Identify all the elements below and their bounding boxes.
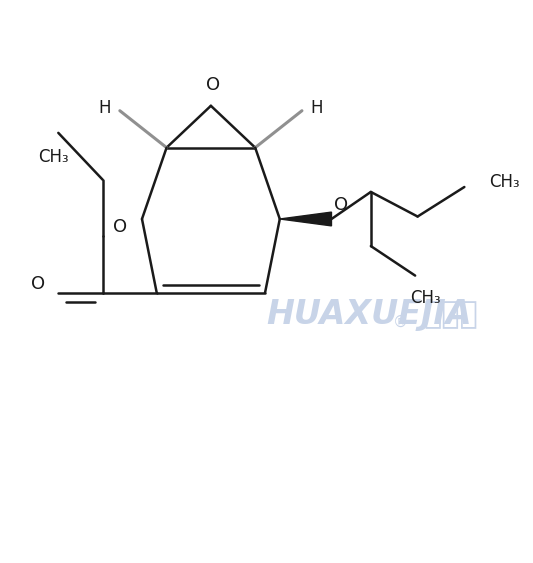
Text: 化学加: 化学加 (424, 300, 479, 329)
Polygon shape (280, 212, 332, 226)
Text: O: O (113, 218, 127, 236)
Text: H: H (310, 99, 323, 117)
Text: O: O (334, 196, 349, 214)
Text: CH₃: CH₃ (489, 173, 520, 191)
Text: HUAXUEJIA: HUAXUEJIA (266, 298, 472, 331)
Text: H: H (99, 99, 111, 117)
Text: O: O (30, 275, 45, 293)
Text: CH₃: CH₃ (38, 149, 69, 167)
Text: O: O (206, 76, 221, 94)
Text: ®: ® (392, 315, 408, 330)
Text: CH₃: CH₃ (410, 289, 440, 307)
